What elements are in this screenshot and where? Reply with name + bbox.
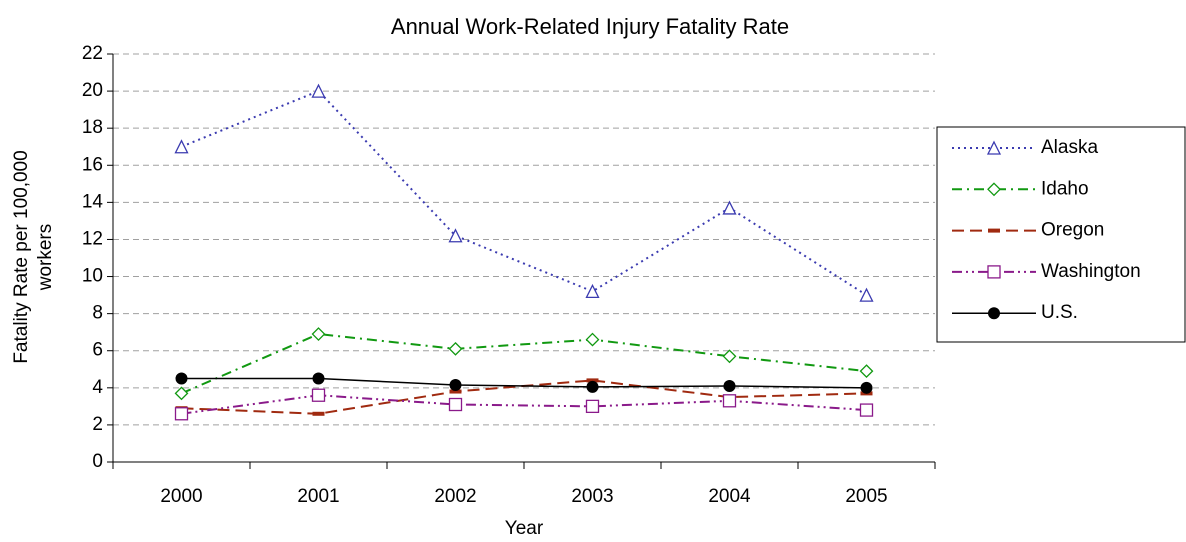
marker — [988, 228, 1000, 233]
marker — [174, 386, 189, 401]
marker — [174, 407, 189, 421]
marker — [986, 140, 1002, 155]
marker — [860, 381, 873, 394]
y-tick-label: 0 — [92, 451, 103, 472]
marker — [585, 399, 600, 414]
marker — [311, 388, 326, 402]
legend-label: Oregon — [1041, 220, 1104, 241]
x-axis-title: Year — [505, 518, 544, 539]
marker — [449, 389, 462, 394]
marker — [175, 372, 188, 385]
y-tick-label: 10 — [82, 266, 103, 287]
series-line — [181, 89, 868, 296]
marker — [723, 379, 736, 392]
y-tick-label: 8 — [92, 303, 103, 324]
y-tick-label: 20 — [82, 80, 103, 101]
x-tick-label: 2001 — [297, 486, 339, 507]
y-tick-label: 16 — [82, 154, 103, 175]
marker — [987, 182, 1001, 197]
marker — [312, 411, 325, 416]
marker — [859, 364, 874, 379]
marker — [174, 139, 189, 154]
x-tick-label: 2004 — [708, 486, 751, 507]
marker — [448, 341, 463, 356]
marker — [722, 349, 737, 364]
y-tick-label: 4 — [92, 377, 103, 398]
marker — [586, 380, 599, 393]
marker — [859, 403, 874, 417]
y-tick-label: 12 — [82, 228, 103, 249]
marker — [859, 287, 874, 302]
x-tick-label: 2002 — [434, 486, 476, 507]
marker — [722, 394, 737, 408]
y-axis-title-line: Fatality Rate per 100,000 — [11, 150, 32, 363]
marker — [988, 307, 1000, 320]
x-tick-label: 2000 — [160, 486, 202, 507]
series-line — [181, 394, 867, 415]
marker — [585, 332, 600, 347]
legend-label: Alaska — [1041, 137, 1098, 158]
legend-label: Idaho — [1041, 178, 1089, 199]
legend-label: Washington — [1041, 261, 1141, 282]
x-tick-label: 2005 — [845, 486, 887, 507]
y-tick-label: 22 — [82, 43, 103, 64]
marker — [311, 83, 326, 98]
marker — [586, 378, 599, 383]
marker — [585, 283, 600, 299]
legend-box — [936, 126, 1186, 343]
series-line — [181, 333, 867, 395]
marker — [722, 200, 737, 215]
marker — [448, 228, 463, 243]
x-tick-label: 2003 — [571, 486, 613, 507]
y-tick-label: 6 — [92, 340, 103, 361]
marker — [449, 379, 462, 392]
marker — [312, 372, 325, 385]
chart-title: Annual Work-Related Injury Fatality Rate — [391, 14, 789, 39]
series-line — [181, 377, 867, 389]
legend-label: U.S. — [1041, 302, 1078, 323]
y-axis-title: Fatality Rate per 100,000 workers — [11, 150, 56, 363]
marker — [448, 397, 463, 412]
marker — [311, 327, 326, 341]
y-tick-label: 14 — [82, 191, 104, 212]
marker — [987, 265, 1001, 279]
y-tick-label: 18 — [82, 117, 103, 138]
y-axis-title-line: workers — [35, 224, 56, 292]
y-tick-label: 2 — [92, 414, 103, 435]
